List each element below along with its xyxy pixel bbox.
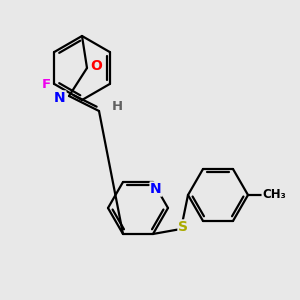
Text: CH₃: CH₃: [262, 188, 286, 202]
Text: O: O: [90, 59, 102, 73]
Text: N: N: [150, 182, 162, 196]
Text: S: S: [178, 220, 188, 234]
Text: N: N: [54, 91, 66, 105]
Text: H: H: [111, 100, 123, 112]
Text: F: F: [42, 77, 51, 91]
